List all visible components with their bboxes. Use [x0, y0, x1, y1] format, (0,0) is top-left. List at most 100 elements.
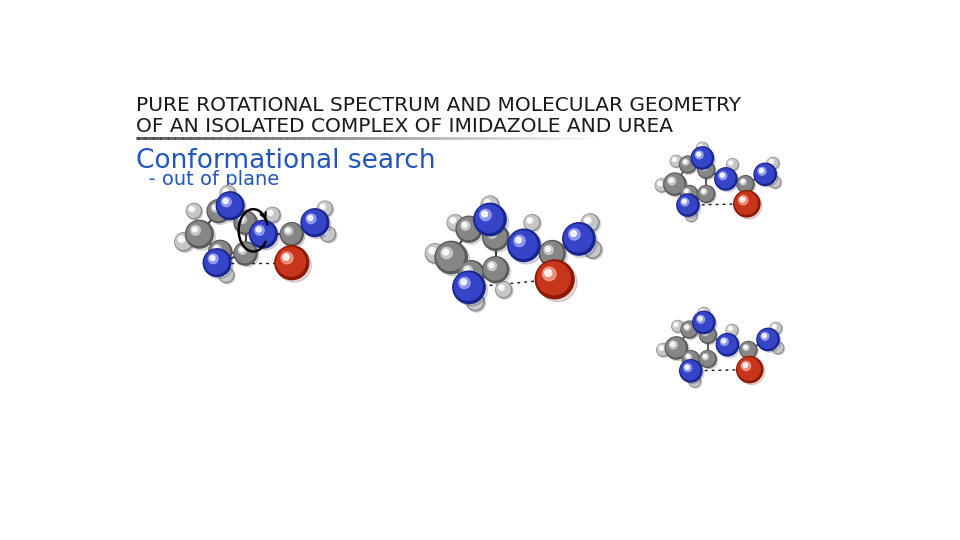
Circle shape: [475, 205, 503, 232]
Circle shape: [702, 190, 705, 193]
Circle shape: [514, 235, 525, 246]
Circle shape: [672, 320, 684, 332]
Circle shape: [447, 214, 464, 231]
Circle shape: [435, 241, 468, 274]
Circle shape: [658, 344, 668, 355]
Circle shape: [743, 345, 749, 350]
Circle shape: [699, 162, 713, 177]
Circle shape: [460, 262, 482, 284]
Circle shape: [234, 211, 257, 234]
Circle shape: [692, 379, 694, 381]
Circle shape: [684, 325, 690, 330]
Circle shape: [209, 201, 232, 225]
Circle shape: [684, 352, 701, 369]
Circle shape: [459, 261, 485, 287]
Text: OF AN ISOLATED COMPLEX OF IMIDAZOLE AND UREA: OF AN ISOLATED COMPLEX OF IMIDAZOLE AND …: [136, 117, 673, 136]
Circle shape: [769, 176, 780, 188]
Circle shape: [508, 229, 540, 261]
Circle shape: [269, 211, 272, 214]
Circle shape: [586, 218, 588, 221]
Circle shape: [669, 179, 673, 183]
Circle shape: [430, 248, 434, 252]
Circle shape: [497, 283, 513, 299]
Circle shape: [718, 335, 740, 357]
Circle shape: [563, 222, 595, 255]
Circle shape: [234, 242, 257, 265]
Circle shape: [207, 200, 230, 222]
Circle shape: [265, 207, 280, 222]
Circle shape: [761, 333, 769, 340]
Circle shape: [682, 361, 704, 384]
Circle shape: [697, 315, 705, 323]
Circle shape: [684, 160, 686, 163]
Circle shape: [738, 358, 760, 380]
Circle shape: [656, 179, 668, 192]
Circle shape: [252, 222, 279, 250]
Circle shape: [698, 307, 709, 319]
Circle shape: [301, 209, 328, 237]
Circle shape: [220, 268, 235, 284]
Circle shape: [220, 268, 232, 281]
Circle shape: [754, 163, 777, 185]
Circle shape: [483, 198, 500, 215]
Circle shape: [740, 341, 756, 359]
Circle shape: [665, 175, 687, 197]
Circle shape: [660, 346, 663, 350]
Circle shape: [216, 192, 244, 220]
Circle shape: [756, 165, 778, 187]
Circle shape: [684, 188, 690, 194]
Circle shape: [741, 180, 744, 183]
Circle shape: [770, 322, 781, 334]
Circle shape: [758, 329, 777, 348]
Circle shape: [570, 231, 577, 237]
Circle shape: [459, 277, 470, 288]
Circle shape: [284, 227, 293, 235]
Circle shape: [681, 321, 698, 338]
Circle shape: [680, 156, 696, 173]
Circle shape: [682, 186, 696, 201]
Circle shape: [448, 216, 465, 232]
Circle shape: [727, 159, 737, 169]
Circle shape: [657, 343, 670, 356]
Circle shape: [454, 273, 482, 300]
Circle shape: [741, 342, 756, 357]
Circle shape: [438, 244, 469, 276]
Circle shape: [187, 222, 210, 245]
Circle shape: [735, 193, 762, 219]
Circle shape: [496, 282, 510, 296]
Circle shape: [499, 286, 502, 288]
Circle shape: [456, 216, 482, 242]
Circle shape: [681, 198, 688, 206]
Circle shape: [204, 250, 228, 274]
Circle shape: [768, 158, 780, 170]
Circle shape: [699, 350, 716, 368]
Circle shape: [219, 267, 234, 283]
Circle shape: [730, 161, 732, 164]
Circle shape: [437, 243, 464, 271]
Circle shape: [775, 345, 777, 347]
Circle shape: [488, 229, 496, 238]
Circle shape: [767, 157, 779, 169]
Circle shape: [701, 310, 703, 313]
Circle shape: [700, 309, 705, 314]
Circle shape: [696, 142, 708, 154]
Circle shape: [584, 240, 602, 258]
Circle shape: [308, 215, 313, 220]
Circle shape: [254, 226, 264, 235]
Circle shape: [740, 179, 746, 185]
Circle shape: [658, 181, 662, 186]
Circle shape: [700, 327, 714, 342]
Circle shape: [772, 342, 783, 354]
Circle shape: [741, 343, 758, 360]
Circle shape: [474, 204, 506, 235]
Circle shape: [324, 230, 326, 233]
Circle shape: [768, 158, 778, 168]
Circle shape: [483, 256, 509, 282]
Circle shape: [453, 271, 485, 303]
Circle shape: [683, 199, 686, 204]
Circle shape: [481, 196, 499, 214]
Circle shape: [324, 230, 328, 235]
Circle shape: [672, 158, 677, 161]
Circle shape: [461, 262, 487, 288]
Circle shape: [681, 361, 700, 380]
